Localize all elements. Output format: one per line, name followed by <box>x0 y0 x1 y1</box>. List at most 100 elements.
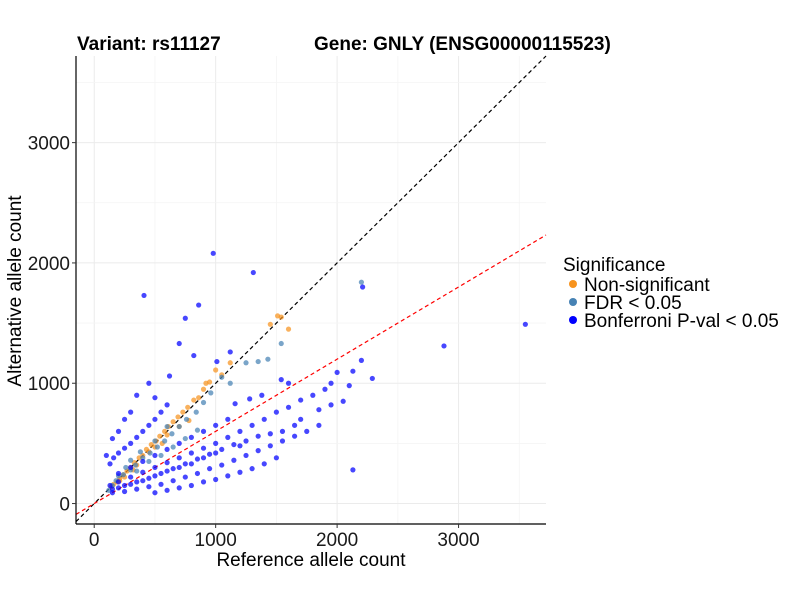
y-tick-label: 1000 <box>28 374 70 395</box>
data-point <box>120 472 126 478</box>
data-point <box>128 481 134 487</box>
data-point <box>175 414 181 420</box>
data-point <box>140 455 146 461</box>
y-tick-label: 0 <box>59 495 70 516</box>
data-point <box>200 386 207 392</box>
data-point <box>328 380 334 386</box>
data-point <box>164 423 170 430</box>
data-point <box>267 443 273 449</box>
data-point <box>134 486 140 492</box>
data-point <box>227 380 233 386</box>
data-point <box>152 490 158 496</box>
data-point <box>208 390 214 396</box>
data-point <box>182 435 188 442</box>
data-point <box>146 484 152 490</box>
data-point <box>146 458 152 465</box>
data-point <box>219 446 225 453</box>
data-point <box>176 340 182 347</box>
data-point <box>278 340 284 347</box>
data-point <box>334 369 340 376</box>
data-point <box>152 452 158 459</box>
data-point <box>180 409 186 415</box>
data-point <box>213 440 219 446</box>
data-point <box>182 461 188 467</box>
data-point <box>134 392 140 398</box>
data-point <box>140 469 146 475</box>
data-point <box>115 485 122 491</box>
data-point <box>128 440 134 446</box>
data-point <box>346 383 352 389</box>
data-point <box>328 402 334 408</box>
data-point <box>194 470 201 477</box>
data-point <box>243 438 249 444</box>
data-point <box>360 284 366 290</box>
data-point <box>128 409 134 415</box>
data-point <box>206 466 213 472</box>
data-point <box>121 445 128 451</box>
data-point <box>522 321 528 327</box>
data-point <box>128 474 134 480</box>
data-point <box>152 473 158 479</box>
data-point <box>267 321 273 327</box>
legend-entry-label: Bonferroni P-val < 0.05 <box>584 311 779 332</box>
data-point <box>278 377 284 383</box>
data-point <box>185 404 191 410</box>
data-point <box>109 435 116 442</box>
chart-title-variant: Variant: rs11127 <box>77 34 221 55</box>
data-point <box>121 488 128 495</box>
data-point <box>154 444 160 450</box>
data-point <box>170 478 176 484</box>
data-point <box>265 356 271 362</box>
reference-line-fitted <box>75 234 547 515</box>
data-point <box>191 397 197 403</box>
data-point <box>169 431 175 437</box>
data-point <box>200 455 207 461</box>
data-points <box>103 250 528 496</box>
data-point <box>200 479 207 485</box>
data-point <box>134 479 140 485</box>
data-point <box>285 404 292 410</box>
data-point <box>225 434 231 440</box>
data-point <box>164 487 170 493</box>
data-point <box>132 462 139 468</box>
data-point <box>200 445 207 451</box>
data-point <box>231 457 237 463</box>
data-point <box>176 423 182 430</box>
data-point <box>140 428 146 434</box>
x-tick-label: 0 <box>89 530 100 551</box>
data-point <box>162 438 168 444</box>
data-point <box>188 450 194 456</box>
data-point <box>249 466 255 472</box>
data-point <box>237 443 243 449</box>
data-point <box>137 449 143 455</box>
data-point <box>316 407 322 413</box>
data-point <box>140 478 146 484</box>
data-point <box>188 461 194 467</box>
data-point <box>176 455 182 461</box>
data-point <box>316 422 322 428</box>
data-point <box>128 457 134 463</box>
data-point <box>227 349 233 355</box>
data-point <box>279 428 286 434</box>
data-point <box>285 380 292 386</box>
y-tick-label: 3000 <box>28 134 70 155</box>
data-point <box>164 446 170 453</box>
data-point <box>115 450 122 456</box>
data-point <box>225 416 231 422</box>
data-point <box>298 416 304 422</box>
legend-title: Significance <box>563 255 665 276</box>
data-point <box>278 314 284 320</box>
data-point <box>250 269 256 276</box>
data-point <box>152 395 158 401</box>
data-point <box>231 441 237 448</box>
data-point <box>232 401 238 407</box>
data-point <box>237 469 243 475</box>
data-point <box>166 373 173 379</box>
data-point <box>115 428 122 434</box>
data-point <box>200 399 207 406</box>
data-point <box>206 379 213 385</box>
data-point <box>310 392 316 398</box>
data-point <box>170 466 176 472</box>
data-point <box>134 468 140 474</box>
